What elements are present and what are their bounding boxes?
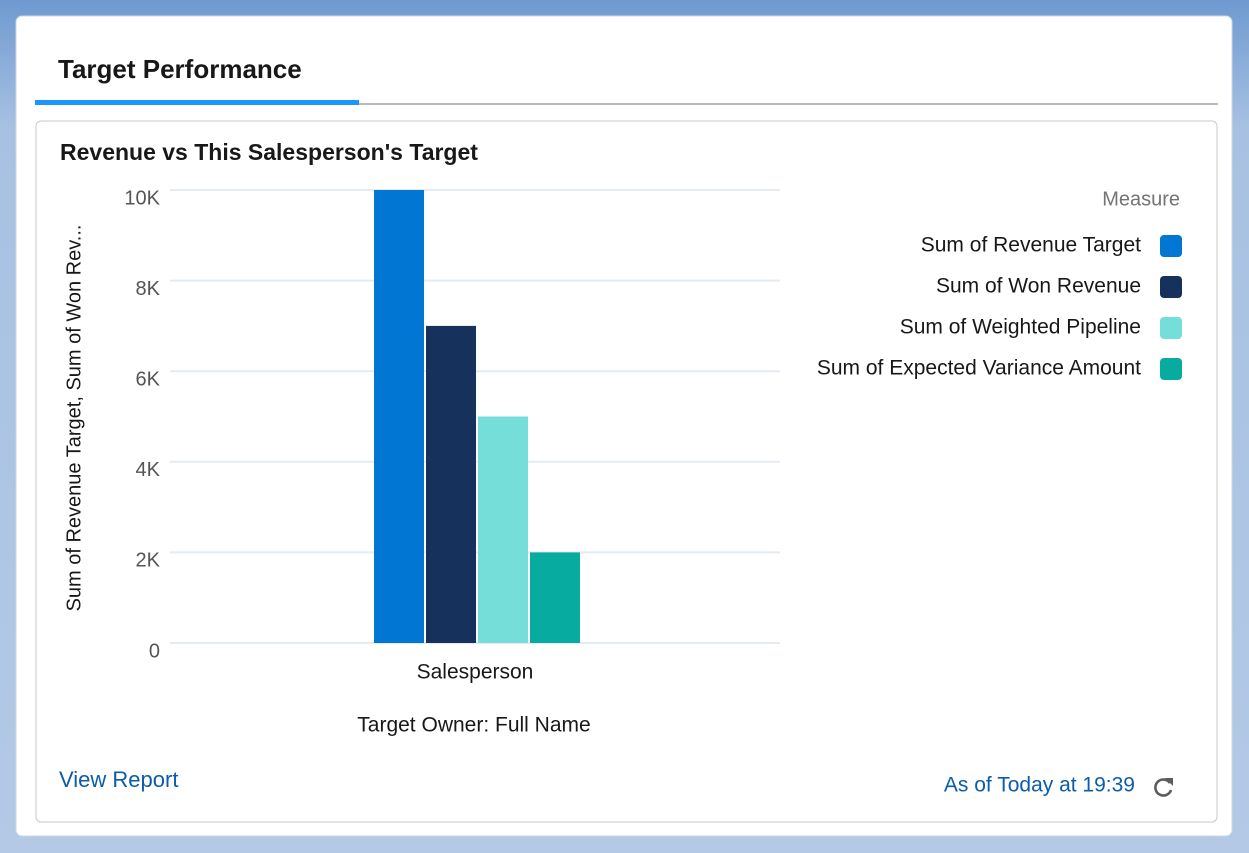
legend-swatch <box>1160 235 1182 257</box>
y-axis-label: Sum of Revenue Target, Sum of Won Rev... <box>63 225 85 612</box>
refresh-button[interactable] <box>1154 778 1173 797</box>
legend-label: Sum of Weighted Pipeline <box>900 316 1141 339</box>
y-tick-label: 2K <box>136 550 161 572</box>
x-axis-label: Target Owner: Full Name <box>357 714 590 737</box>
legend-label: Sum of Revenue Target <box>921 234 1141 257</box>
legend-swatch <box>1160 276 1182 298</box>
chart-card <box>35 120 1218 823</box>
refresh-arrow <box>1165 778 1173 786</box>
tab-title[interactable]: Target Performance <box>58 54 302 84</box>
bar <box>426 325 476 643</box>
legend-label: Sum of Expected Variance Amount <box>817 357 1141 380</box>
y-tick-label: 8K <box>136 278 161 300</box>
y-tick-label: 6K <box>136 368 161 390</box>
legend-label: Sum of Won Revenue <box>936 275 1141 298</box>
legend-swatch <box>1160 358 1182 380</box>
legend-swatch <box>1160 317 1182 339</box>
bar <box>478 416 528 643</box>
y-tick-label: 10K <box>124 187 160 209</box>
x-tick-label: Salesperson <box>417 661 534 684</box>
timestamp: As of Today at 19:39 <box>944 774 1135 797</box>
chart-title: Revenue vs This Salesperson's Target <box>60 139 478 165</box>
y-tick-label: 0 <box>149 640 160 662</box>
bar <box>374 190 424 643</box>
bar <box>530 552 580 643</box>
tab-active-indicator <box>35 100 359 105</box>
legend-title: Measure <box>1102 188 1180 210</box>
refresh-icon <box>1154 778 1173 797</box>
y-tick-label: 4K <box>136 459 161 481</box>
view-report-link[interactable]: View Report <box>59 767 178 792</box>
